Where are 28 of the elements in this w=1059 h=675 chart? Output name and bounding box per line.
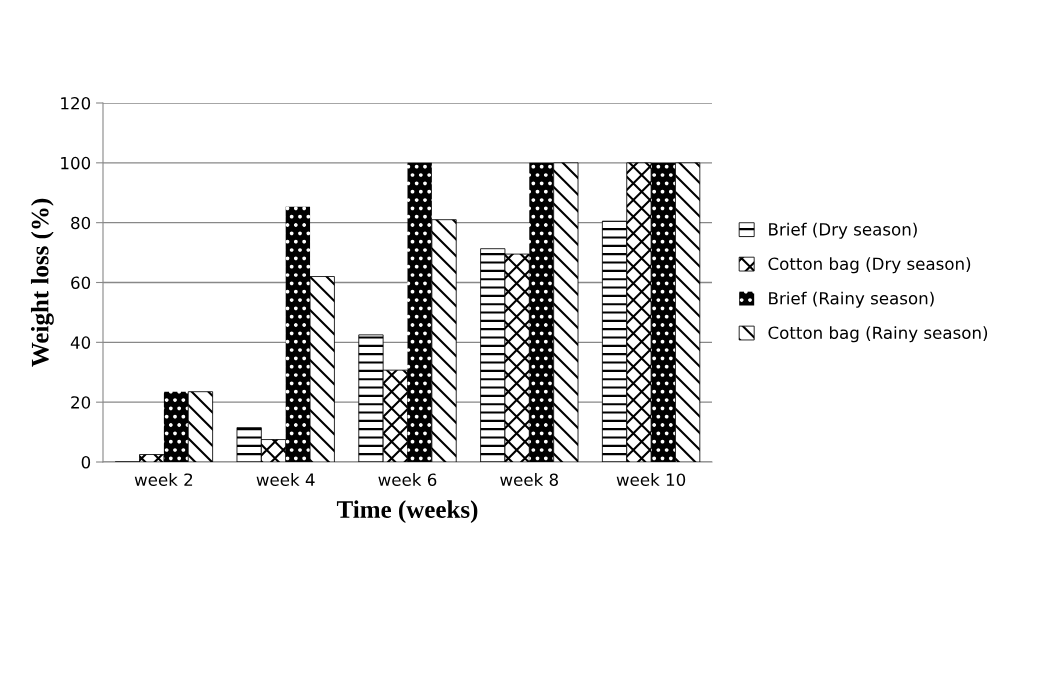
bar bbox=[431, 219, 457, 462]
legend-label: Cotton bag (Dry season) bbox=[768, 257, 971, 274]
x-tick-label: week 2 bbox=[134, 473, 193, 487]
x-axis-title: Time (weeks) bbox=[336, 500, 478, 524]
bar bbox=[163, 391, 189, 462]
bar bbox=[553, 162, 579, 462]
legend-label: Brief (Dry season) bbox=[769, 222, 917, 239]
y-tick-label: 60 bbox=[71, 276, 91, 290]
bar bbox=[675, 162, 701, 462]
bar bbox=[285, 206, 311, 462]
y-tick-label: 20 bbox=[71, 396, 91, 409]
x-tick-label: week 10 bbox=[616, 473, 686, 487]
x-tick-label: week 6 bbox=[378, 473, 437, 487]
bar bbox=[529, 162, 554, 462]
y-tick-label: 80 bbox=[71, 216, 91, 230]
y-axis-title: Weight loss (%) bbox=[30, 198, 54, 367]
legend-label: Cotton bag (Rainy season) bbox=[768, 326, 988, 343]
legend-label: Brief (Rainy season) bbox=[769, 291, 934, 308]
y-tick-label: 100 bbox=[61, 156, 91, 170]
bar bbox=[407, 162, 432, 462]
y-tick-label: 120 bbox=[61, 96, 91, 110]
y-tick-label: 0 bbox=[81, 455, 91, 469]
x-tick-label: week 8 bbox=[500, 473, 559, 487]
bar bbox=[187, 391, 214, 462]
y-tick-label: 40 bbox=[70, 336, 91, 349]
bar bbox=[309, 276, 335, 462]
x-tick-label: week 4 bbox=[256, 473, 315, 487]
bar bbox=[651, 162, 676, 462]
